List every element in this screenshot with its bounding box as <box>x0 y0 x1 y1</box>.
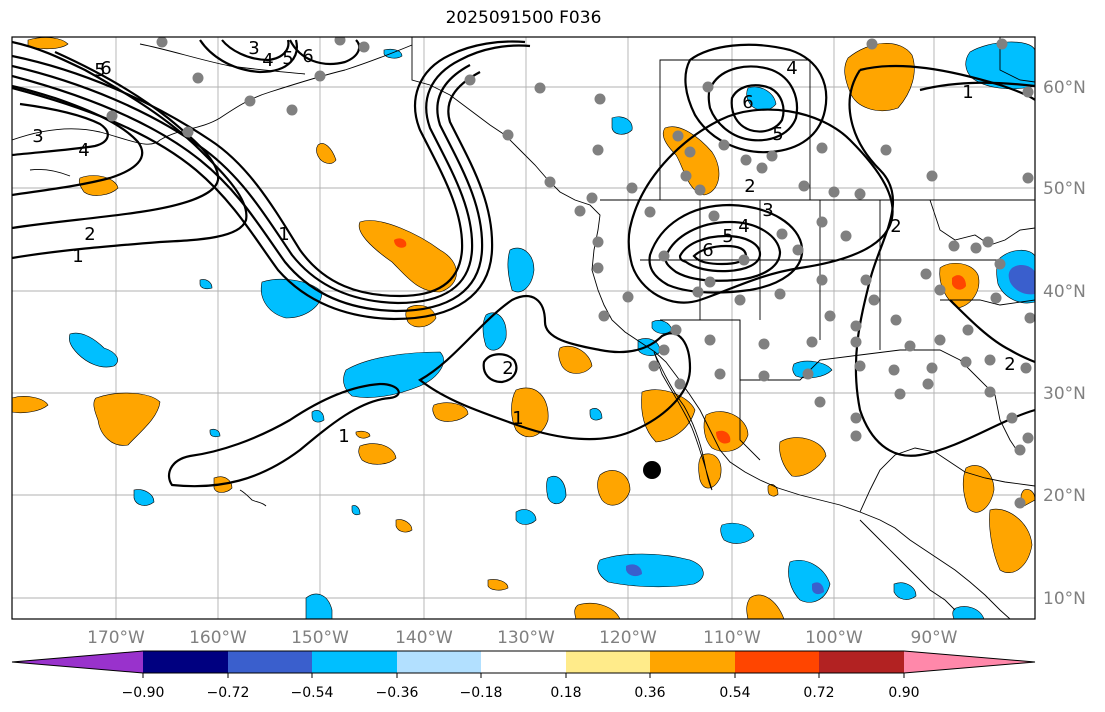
lon-label: 130°W <box>497 628 555 648</box>
contour-label: 6 <box>302 46 313 67</box>
colorbar-tick-label: −0.90 <box>122 685 165 701</box>
lat-label: 40°N <box>1043 282 1086 302</box>
contour-label: 2 <box>502 358 513 379</box>
colorbar-segment <box>143 651 228 673</box>
contour-label: 6 <box>100 58 111 79</box>
lon-label: 170°W <box>87 628 145 648</box>
contour-label: 5 <box>282 48 293 69</box>
contour-label: 6 <box>702 240 713 261</box>
colorbar-segment-low-extend <box>12 651 143 673</box>
colorbar-segment <box>312 651 397 673</box>
contour-label: 4 <box>738 216 749 237</box>
contour-label: 5 <box>94 60 105 81</box>
lat-label: 10°N <box>1043 589 1086 609</box>
plot-frame <box>11 36 1036 620</box>
contour-label: 2 <box>84 224 95 245</box>
colorbar-segment <box>566 651 650 673</box>
longitude-labels: 170°W 160°W 150°W 140°W 130°W 120°W 110°… <box>87 628 958 648</box>
contour-label: 1 <box>278 224 289 245</box>
contour-label: 6 <box>742 92 753 113</box>
lon-label: 150°W <box>291 628 349 648</box>
colorbar-segment <box>228 651 312 673</box>
lat-label: 30°N <box>1043 384 1086 404</box>
contour-label: 1 <box>72 246 83 267</box>
lat-label: 50°N <box>1043 179 1086 199</box>
lon-label: 110°W <box>703 628 761 648</box>
lon-label: 120°W <box>599 628 657 648</box>
contour-label: 2 <box>744 176 755 197</box>
station-dots <box>106 37 1035 509</box>
colorbar-segment <box>650 651 735 673</box>
gridlines <box>12 37 1035 619</box>
storm-center-marker <box>643 461 661 479</box>
colorbar-segment <box>481 651 566 673</box>
colorbar-segment <box>735 651 819 673</box>
contour-label: 3 <box>762 200 773 221</box>
contour-label: 5 <box>772 124 783 145</box>
contour-labels: 1 2 3 4 5 6 3 4 5 6 1 2 1 1 2 3 4 5 6 4 … <box>32 38 1015 447</box>
latitude-labels: 60°N 50°N 40°N 30°N 20°N 10°N <box>1043 78 1086 609</box>
lat-label: 60°N <box>1043 78 1086 98</box>
contour-lines <box>12 39 1035 488</box>
lon-label: 100°W <box>805 628 863 648</box>
lon-label: 90°W <box>911 628 958 648</box>
contour-label: 4 <box>786 58 797 79</box>
colorbar-segment <box>397 651 481 673</box>
colorbar-tick-label: 0.90 <box>888 685 919 701</box>
colorbar-tick-label: 0.18 <box>550 685 581 701</box>
contour-label: 1 <box>338 426 349 447</box>
lon-label: 140°W <box>395 628 453 648</box>
contour-label: 1 <box>962 82 973 103</box>
colorbar-tick-label: −0.36 <box>376 685 419 701</box>
colorbar-tick-label: −0.18 <box>460 685 503 701</box>
contour-label: 1 <box>512 408 523 429</box>
map-title: 2025091500 F036 <box>445 8 602 28</box>
coastlines <box>12 37 1035 619</box>
colorbar-tick-label: −0.72 <box>207 685 250 701</box>
contour-label: 4 <box>78 140 89 161</box>
lon-label: 160°W <box>189 628 247 648</box>
contour-label: 5 <box>722 226 733 247</box>
colorbar-tick-label: 0.36 <box>634 685 665 701</box>
anomaly-fills <box>12 37 1035 619</box>
colorbar-tick-label: 0.54 <box>719 685 750 701</box>
colorbar-tick-label: −0.54 <box>291 685 334 701</box>
contour-label: 3 <box>248 38 259 59</box>
colorbar-tick-label: 0.72 <box>803 685 834 701</box>
contour-label: 4 <box>262 50 273 71</box>
contour-label: 2 <box>1004 354 1015 375</box>
colorbar-segment-high-extend <box>904 651 1035 673</box>
colorbar-segment <box>819 651 904 673</box>
contour-label: 2 <box>890 216 901 237</box>
lat-label: 20°N <box>1043 486 1086 506</box>
colorbar: −0.90 −0.72 −0.54 −0.36 −0.18 0.18 0.36 … <box>11 650 1036 701</box>
contour-label: 3 <box>32 126 43 147</box>
